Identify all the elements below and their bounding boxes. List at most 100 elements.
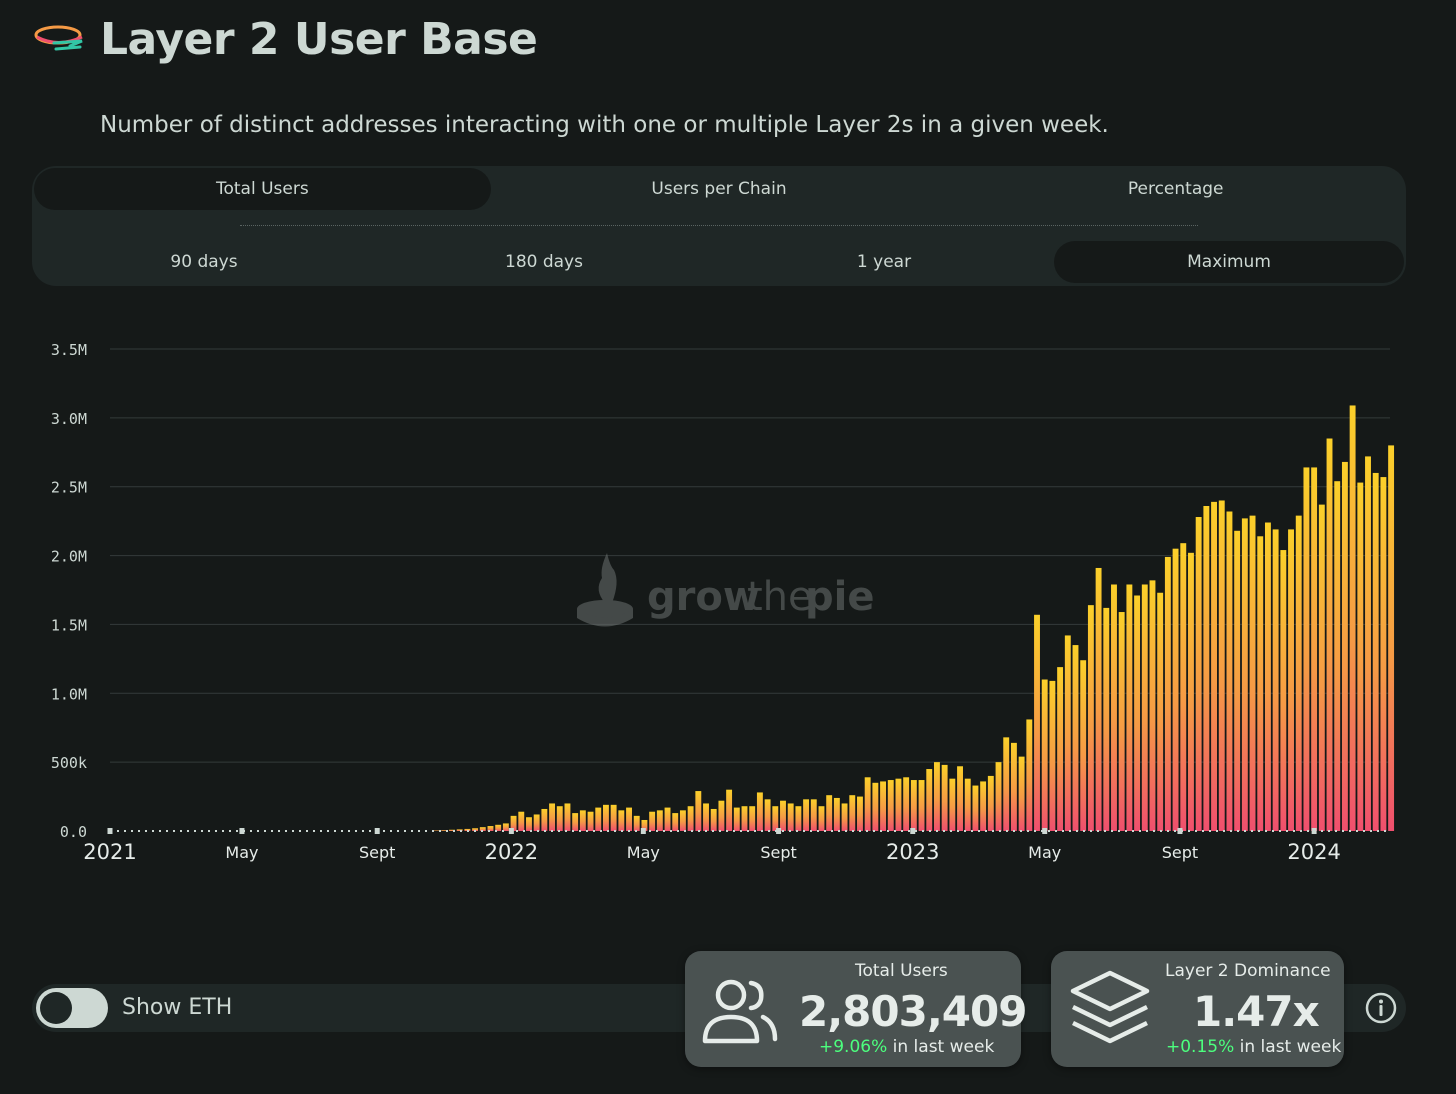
bar[interactable] bbox=[933, 762, 940, 831]
bar[interactable] bbox=[626, 807, 632, 831]
bar[interactable] bbox=[1188, 552, 1194, 831]
bar[interactable] bbox=[941, 764, 948, 831]
bar[interactable] bbox=[464, 828, 471, 831]
bar[interactable] bbox=[857, 796, 863, 831]
bar[interactable] bbox=[1203, 505, 1210, 831]
bar[interactable] bbox=[980, 781, 987, 831]
bar[interactable] bbox=[1226, 511, 1233, 831]
bar[interactable] bbox=[1018, 756, 1025, 831]
bar[interactable] bbox=[533, 814, 540, 831]
bar[interactable] bbox=[572, 813, 579, 831]
bar[interactable] bbox=[1026, 719, 1033, 831]
bar[interactable] bbox=[602, 804, 609, 831]
bar[interactable] bbox=[1264, 522, 1271, 831]
bar[interactable] bbox=[1380, 477, 1387, 831]
bar[interactable] bbox=[810, 799, 817, 831]
bar[interactable] bbox=[549, 803, 556, 831]
bar[interactable] bbox=[795, 806, 802, 831]
bar[interactable] bbox=[987, 775, 994, 831]
bar[interactable] bbox=[741, 806, 748, 831]
bar[interactable] bbox=[749, 806, 756, 831]
bar[interactable] bbox=[803, 799, 810, 831]
bar[interactable] bbox=[818, 806, 825, 831]
bar[interactable] bbox=[1341, 461, 1348, 831]
bar[interactable] bbox=[787, 803, 794, 831]
bar[interactable] bbox=[826, 795, 833, 831]
bar[interactable] bbox=[502, 823, 509, 831]
bar[interactable] bbox=[780, 800, 786, 831]
show-eth-toggle[interactable] bbox=[36, 988, 108, 1028]
bar[interactable] bbox=[1126, 584, 1133, 831]
bar[interactable] bbox=[1249, 515, 1256, 831]
bar[interactable] bbox=[1111, 584, 1117, 831]
tab-users-per-chain[interactable]: Users per Chain bbox=[651, 179, 787, 199]
bar[interactable] bbox=[449, 829, 455, 831]
bar[interactable] bbox=[1010, 742, 1017, 831]
range-90-days[interactable]: 90 days bbox=[170, 252, 238, 272]
bar[interactable] bbox=[1288, 529, 1294, 831]
bar[interactable] bbox=[687, 806, 694, 831]
bar[interactable] bbox=[726, 789, 733, 831]
bar[interactable] bbox=[649, 811, 656, 831]
bar[interactable] bbox=[1365, 456, 1371, 831]
bar[interactable] bbox=[1349, 405, 1356, 831]
bar[interactable] bbox=[949, 778, 956, 831]
bar[interactable] bbox=[510, 815, 517, 831]
bar[interactable] bbox=[918, 780, 925, 831]
bar[interactable] bbox=[1080, 660, 1087, 831]
bar[interactable] bbox=[1141, 584, 1148, 831]
bar[interactable] bbox=[487, 826, 494, 831]
bar[interactable] bbox=[995, 762, 1002, 831]
bar[interactable] bbox=[703, 803, 709, 831]
bar[interactable] bbox=[764, 799, 771, 831]
bar[interactable] bbox=[433, 830, 440, 831]
bar[interactable] bbox=[718, 800, 725, 831]
bar[interactable] bbox=[472, 828, 479, 831]
info-icon[interactable] bbox=[1364, 991, 1398, 1025]
bar[interactable] bbox=[1280, 550, 1287, 831]
bar[interactable] bbox=[479, 827, 486, 831]
bar[interactable] bbox=[1372, 472, 1379, 831]
bar[interactable] bbox=[1334, 481, 1341, 831]
bar[interactable] bbox=[926, 769, 933, 831]
bar[interactable] bbox=[456, 829, 463, 831]
bar[interactable] bbox=[1087, 605, 1094, 831]
bar[interactable] bbox=[526, 817, 532, 831]
bar[interactable] bbox=[1234, 530, 1241, 831]
bar[interactable] bbox=[1041, 679, 1048, 831]
bar[interactable] bbox=[1357, 482, 1364, 831]
bar[interactable] bbox=[1049, 680, 1056, 831]
bar[interactable] bbox=[833, 797, 840, 831]
bar[interactable] bbox=[672, 813, 679, 831]
bar[interactable] bbox=[633, 815, 640, 831]
bar[interactable] bbox=[1103, 607, 1110, 831]
bar[interactable] bbox=[756, 792, 763, 831]
bar[interactable] bbox=[664, 807, 671, 831]
bar[interactable] bbox=[641, 819, 648, 831]
bar[interactable] bbox=[864, 777, 871, 831]
bar[interactable] bbox=[541, 808, 548, 831]
bar[interactable] bbox=[895, 778, 902, 831]
bar[interactable] bbox=[695, 791, 702, 831]
bar[interactable] bbox=[679, 810, 686, 831]
bar[interactable] bbox=[1218, 500, 1225, 831]
bar[interactable] bbox=[903, 777, 910, 831]
bar[interactable] bbox=[587, 811, 594, 831]
tab-percentage[interactable]: Percentage bbox=[1127, 179, 1224, 199]
bar[interactable] bbox=[595, 807, 602, 831]
bar[interactable] bbox=[710, 808, 717, 831]
bar[interactable] bbox=[656, 810, 663, 831]
bar[interactable] bbox=[1095, 567, 1102, 831]
bar[interactable] bbox=[957, 766, 963, 831]
bar[interactable] bbox=[556, 806, 563, 831]
bar[interactable] bbox=[1311, 467, 1318, 831]
bar[interactable] bbox=[518, 811, 525, 831]
tab-total-users[interactable]: Total Users bbox=[34, 168, 491, 210]
bar[interactable] bbox=[564, 803, 571, 831]
bar[interactable] bbox=[1064, 635, 1071, 831]
bar[interactable] bbox=[1241, 518, 1248, 831]
bar[interactable] bbox=[887, 780, 894, 831]
bar[interactable] bbox=[1134, 595, 1141, 831]
bar[interactable] bbox=[872, 782, 879, 831]
bar[interactable] bbox=[1272, 529, 1279, 831]
